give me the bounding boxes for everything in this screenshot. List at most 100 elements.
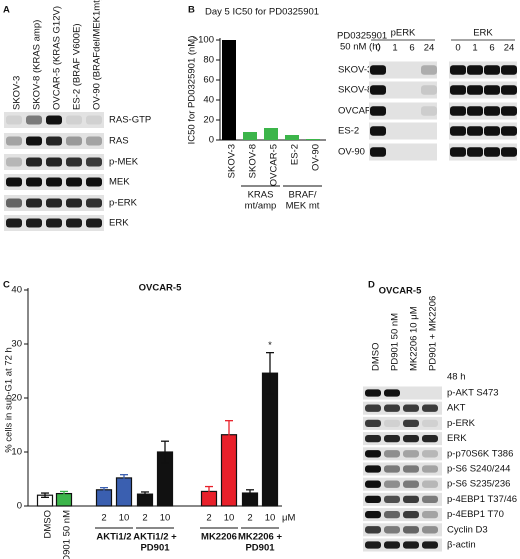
row-label: RAS bbox=[109, 136, 129, 147]
unit-label: μM bbox=[282, 513, 295, 524]
blot-band bbox=[384, 404, 400, 412]
x-tick-label: OV-90 bbox=[311, 144, 322, 171]
row-label: MEK bbox=[109, 177, 130, 188]
blot-band bbox=[365, 419, 381, 428]
bar bbox=[243, 132, 257, 140]
blot-band bbox=[450, 126, 466, 136]
error-bar bbox=[205, 485, 213, 497]
blot-band bbox=[66, 157, 82, 167]
blot-band bbox=[484, 126, 500, 136]
row-label: SKOV-8 bbox=[338, 85, 372, 96]
blot-band bbox=[450, 147, 466, 157]
y-tick-label: 30 bbox=[11, 339, 22, 350]
blot-strip bbox=[369, 122, 437, 140]
blot-strip bbox=[363, 477, 442, 491]
bar bbox=[115, 477, 133, 507]
row-label: p-4EBP1 T37/46 bbox=[447, 494, 517, 505]
group-label: MEK mt bbox=[286, 201, 320, 212]
blot-band bbox=[403, 510, 419, 519]
blot-band bbox=[86, 115, 102, 125]
blot-band bbox=[384, 510, 400, 519]
blot-band bbox=[46, 115, 62, 125]
time-label: 48 h bbox=[447, 372, 466, 383]
y-axis-label: IC50 for PD0325901 (nM) bbox=[187, 36, 198, 145]
blot-band bbox=[467, 85, 483, 95]
blot-strip bbox=[363, 462, 442, 476]
blot-band bbox=[370, 85, 386, 95]
blot-band bbox=[384, 389, 400, 397]
y-tick-label: 0 bbox=[17, 501, 22, 512]
blot-strip bbox=[369, 61, 437, 79]
y-tick-label: 10 bbox=[11, 447, 22, 458]
row-label: p-MEK bbox=[109, 157, 139, 168]
error-bar bbox=[60, 490, 68, 497]
blot-band bbox=[384, 434, 400, 443]
blot-band bbox=[66, 136, 82, 146]
blot-strip bbox=[363, 401, 442, 415]
blot-band bbox=[384, 541, 400, 549]
blot-band bbox=[484, 85, 500, 95]
blot-band bbox=[384, 526, 400, 534]
blot-band bbox=[86, 177, 102, 187]
row-label: ES-2 bbox=[338, 126, 359, 137]
blot-strip bbox=[363, 416, 442, 430]
time-label: 0 bbox=[375, 43, 380, 54]
error-bar bbox=[100, 486, 108, 493]
blot-band bbox=[86, 198, 102, 208]
blot-band bbox=[501, 147, 517, 157]
blot-strip bbox=[369, 102, 437, 120]
blot-band bbox=[501, 65, 517, 75]
y-tick-label: 20 bbox=[11, 393, 22, 404]
row-label: p-AKT S473 bbox=[447, 388, 499, 399]
group-label: MK2206 + bbox=[238, 532, 283, 543]
group-label: AKTi1/2 + bbox=[133, 532, 177, 543]
bar bbox=[306, 139, 320, 140]
error-bar bbox=[141, 491, 149, 497]
blot-band bbox=[422, 465, 438, 473]
lane-label: PD901 + MK2206 bbox=[428, 296, 439, 371]
lane-label: OVCAR-5 (KRAS G12V) bbox=[52, 6, 63, 110]
row-label: p-S6 S235/236 bbox=[447, 479, 510, 490]
blot-band bbox=[403, 480, 419, 488]
blot-band bbox=[403, 434, 419, 443]
blot-strip bbox=[363, 508, 442, 522]
time-label: 1 bbox=[472, 43, 477, 54]
blot-band bbox=[26, 177, 42, 187]
x-tick-label: 10 bbox=[265, 513, 276, 524]
blot-band bbox=[6, 218, 22, 228]
blot-band bbox=[365, 480, 381, 488]
row-label: SKOV-3 bbox=[338, 65, 372, 76]
blot-band bbox=[365, 510, 381, 519]
error-bar bbox=[161, 440, 169, 464]
group-label: PD901 bbox=[140, 543, 170, 554]
blot-band bbox=[467, 126, 483, 136]
blot-band bbox=[46, 136, 62, 146]
blot-band bbox=[26, 136, 42, 146]
blot-band bbox=[365, 389, 381, 397]
blot-strip bbox=[363, 386, 442, 400]
blot-band bbox=[450, 65, 466, 75]
blot-band bbox=[384, 450, 400, 458]
x-tick-label: 2 bbox=[206, 513, 211, 524]
lane-label: SKOV-8 (KRAS amp) bbox=[32, 20, 43, 110]
x-tick-label: 2 bbox=[247, 513, 252, 524]
blot-band bbox=[6, 157, 22, 167]
blot-band bbox=[422, 404, 438, 412]
blot-band bbox=[86, 136, 102, 146]
blot-strip bbox=[369, 81, 437, 99]
panel-letter: C bbox=[3, 280, 10, 291]
blot-band bbox=[501, 106, 517, 116]
blot-band bbox=[6, 177, 22, 187]
blot-band bbox=[370, 106, 386, 116]
bar bbox=[222, 40, 236, 140]
blot-band bbox=[26, 115, 42, 125]
blot-band bbox=[370, 65, 386, 75]
blot-band bbox=[403, 495, 419, 504]
blot-band bbox=[422, 541, 438, 549]
panel-title: OVCAR-5 bbox=[379, 286, 422, 297]
blot-band bbox=[403, 541, 419, 549]
lane-label: DMSO bbox=[371, 343, 382, 372]
y-tick-label: 80 bbox=[203, 55, 214, 66]
blot-strip bbox=[363, 492, 442, 506]
row-label: β-actin bbox=[447, 540, 476, 551]
